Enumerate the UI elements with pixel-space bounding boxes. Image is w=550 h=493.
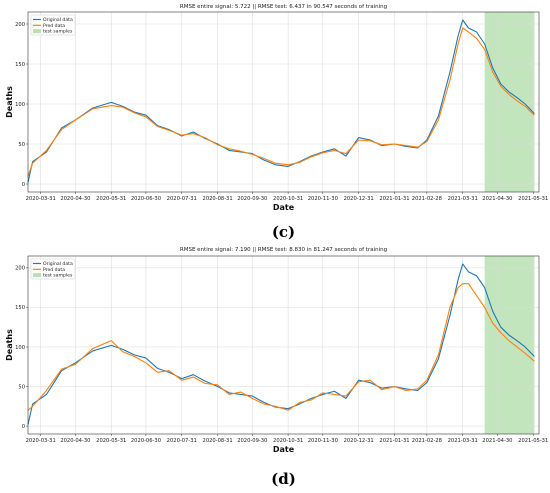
chart-d-xtick-label: 2021-03-31	[448, 438, 478, 444]
chart-d-xtick-label: 2020-07-31	[167, 438, 197, 444]
chart-c-xtick-label: 2020-07-31	[167, 196, 197, 202]
chart-d-ytick-label: 150	[15, 305, 25, 311]
chart-d-legend-swatch-test	[33, 273, 41, 278]
chart-d-xtick-label: 2021-04-30	[482, 438, 512, 444]
chart-c-ytick-label: 150	[15, 62, 25, 68]
chart-d-xtick-label: 2021-01-31	[379, 438, 409, 444]
chart-c-xtick-label: 2021-04-30	[482, 196, 512, 202]
chart-d-test-region	[484, 256, 535, 434]
chart-c-xtick-label: 2020-08-31	[203, 196, 233, 202]
chart-c-series-original-line	[27, 19, 535, 183]
chart-d-xtick-label: 2021-02-28	[412, 438, 442, 444]
chart-d-ytick-label: 50	[18, 384, 25, 390]
chart-d-xtick-label: 2020-03-31	[26, 438, 56, 444]
chart-d-legend-label-pred: Pred data	[43, 267, 65, 273]
chart-c-xtick-label: 2021-01-31	[379, 196, 409, 202]
chart-d-ylabel: Deaths	[5, 329, 14, 361]
chart-c-legend-swatch-test	[33, 29, 41, 34]
chart-c-legend-label-pred: Pred data	[43, 23, 65, 29]
chart-c-xtick-label: 2020-03-31	[26, 196, 56, 202]
chart-c: RMSE entire signal: 5.722 || RMSE test: …	[5, 4, 548, 241]
chart-d-xtick-label: 2020-04-30	[60, 438, 90, 444]
chart-c-xtick-label: 2020-10-31	[273, 196, 303, 202]
chart-c-legend-label-test: test samples	[43, 29, 73, 35]
chart-c-ylabel: Deaths	[5, 86, 14, 118]
chart-c-title: RMSE entire signal: 5.722 || RMSE test: …	[180, 4, 387, 10]
chart-c-legend-box	[30, 14, 76, 36]
chart-c-xtick-label: 2021-02-28	[412, 196, 442, 202]
chart-c-xtick-label: 2020-09-30	[237, 196, 267, 202]
chart-c-xtick-label: 2020-06-30	[131, 196, 161, 202]
chart-d-xtick-label: 2020-10-31	[273, 438, 303, 444]
chart-d-xtick-label: 2020-12-31	[344, 438, 374, 444]
chart-c-series-pred-line	[27, 27, 535, 177]
chart-c-axes-frame	[27, 11, 540, 193]
chart-c-xtick-label: 2020-11-30	[308, 196, 338, 202]
chart-d-xtick-label: 2021-05-31	[518, 438, 548, 444]
chart-d-ytick-label: 0	[22, 424, 25, 430]
chart-d-ytick-label: 100	[15, 345, 25, 351]
chart-c-plot-area	[28, 12, 539, 192]
chart-c-xtick-label: 2021-03-31	[448, 196, 478, 202]
chart-d-xlabel: Date	[273, 445, 295, 454]
chart-c-panel-label: (c)	[272, 223, 295, 241]
chart-d-xtick-label: 2020-08-31	[203, 438, 233, 444]
chart-d-legend-box	[30, 258, 76, 280]
chart-d-xtick-label: 2020-06-30	[131, 438, 161, 444]
chart-c-xtick-label: 2021-05-31	[518, 196, 548, 202]
chart-c-ytick-label: 50	[18, 142, 25, 148]
chart-d-axes-frame	[27, 255, 540, 435]
chart-d-title: RMSE entire signal: 7.190 || RMSE test: …	[180, 247, 387, 253]
chart-d-legend-label-test: test samples	[43, 273, 73, 279]
chart-c-ytick-label: 100	[15, 102, 25, 108]
chart-c-legend-label-original: Original data	[43, 17, 73, 23]
chart-d-xtick-label: 2020-11-30	[308, 438, 338, 444]
chart-c-xtick-label: 2020-04-30	[60, 196, 90, 202]
chart-c-ytick-label: 0	[22, 182, 25, 188]
chart-d-xtick-label: 2020-05-31	[96, 438, 126, 444]
chart-c-test-region	[484, 12, 535, 192]
chart-d-ytick-label: 200	[15, 266, 25, 272]
chart-c-xtick-label: 2020-12-31	[344, 196, 374, 202]
chart-d-panel-label: (d)	[271, 470, 296, 488]
chart-d-series-pred-line	[27, 283, 535, 411]
chart-c-ytick-label: 200	[15, 22, 25, 28]
chart-d-series-original-line	[27, 263, 535, 425]
chart-d-plot-area	[28, 256, 539, 434]
chart-d-legend-label-original: Original data	[43, 261, 73, 267]
chart-c-xlabel: Date	[273, 203, 295, 212]
chart-d-xtick-label: 2020-09-30	[237, 438, 267, 444]
chart-c-xtick-label: 2020-05-31	[96, 196, 126, 202]
chart-d: RMSE entire signal: 7.190 || RMSE test: …	[5, 247, 548, 488]
